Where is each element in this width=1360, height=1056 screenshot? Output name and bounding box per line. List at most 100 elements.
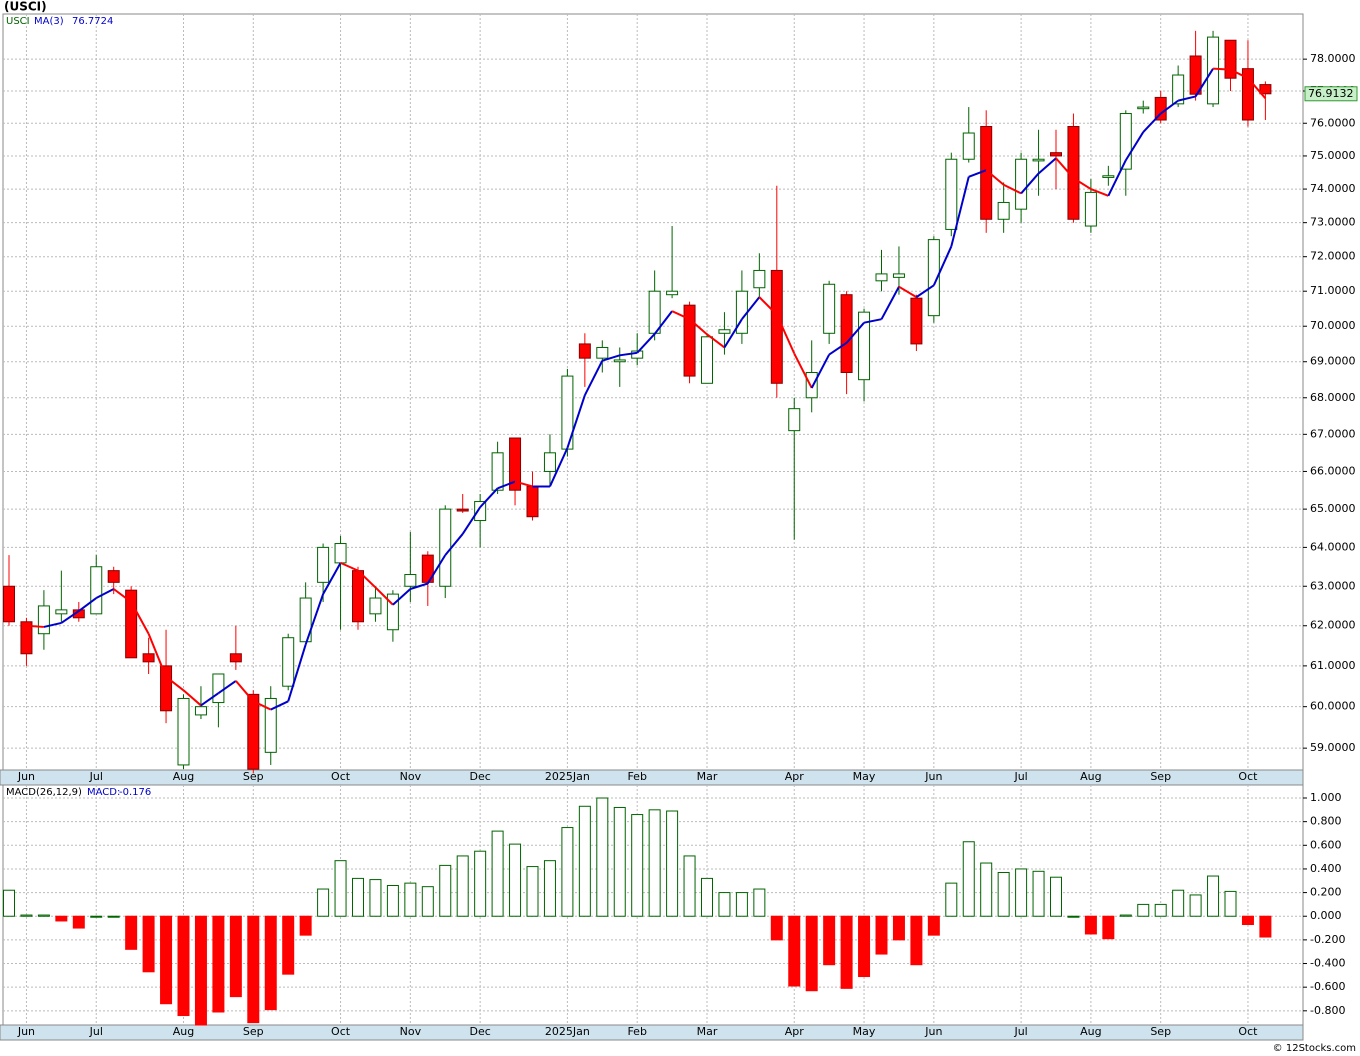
x-tick-label: 2025Jan bbox=[545, 770, 590, 783]
macd-bar bbox=[160, 915, 173, 1005]
ma-line bbox=[950, 176, 970, 247]
y-tick-label: 62.0000 bbox=[1310, 619, 1356, 632]
macd-bar bbox=[526, 866, 539, 917]
x-tick-label: Aug bbox=[173, 1025, 194, 1038]
ma-line bbox=[200, 692, 219, 707]
candle-body bbox=[858, 311, 871, 381]
candle-body bbox=[683, 304, 696, 377]
y-tick-label: 63.0000 bbox=[1310, 579, 1356, 592]
ma-line bbox=[1020, 172, 1040, 195]
candle-body bbox=[317, 546, 330, 583]
y-tick-label: 74.0000 bbox=[1310, 182, 1356, 195]
macd-bar bbox=[509, 843, 522, 917]
x-tick-label: Aug bbox=[173, 770, 194, 783]
ma-line bbox=[340, 561, 359, 572]
ma-line bbox=[1194, 68, 1214, 97]
ma-line bbox=[566, 394, 586, 449]
ma-line bbox=[95, 588, 115, 599]
ma-line bbox=[497, 480, 516, 490]
macd-bar bbox=[1154, 903, 1167, 917]
candle-body bbox=[37, 605, 50, 635]
ma-line bbox=[1160, 99, 1179, 115]
x-tick-label: Mar bbox=[697, 1025, 718, 1038]
candle-body bbox=[20, 621, 33, 655]
price-panel bbox=[2, 13, 1304, 771]
macd-legend: MACD: bbox=[87, 787, 120, 798]
x-tick-label: 2025Jan bbox=[545, 1025, 590, 1038]
ma-line bbox=[461, 506, 481, 535]
macd-bar bbox=[247, 915, 260, 1024]
candle-body bbox=[578, 343, 591, 359]
x-tick-label: Mar bbox=[697, 770, 718, 783]
ma-line bbox=[287, 644, 307, 702]
ma-line bbox=[793, 353, 813, 389]
macd-bar bbox=[997, 871, 1010, 917]
ma-line bbox=[549, 447, 569, 487]
macd-bar bbox=[125, 915, 138, 950]
macd-bar bbox=[1259, 915, 1272, 938]
ma-line bbox=[1090, 188, 1109, 197]
macd-bar bbox=[20, 914, 33, 917]
y-tick-label: -0.800 bbox=[1310, 1004, 1345, 1017]
x-tick-label: Feb bbox=[627, 770, 646, 783]
candle-body bbox=[247, 693, 260, 770]
macd-bar bbox=[1119, 914, 1132, 917]
macd-bar bbox=[386, 884, 399, 917]
date-axis-band bbox=[0, 769, 1304, 786]
ma-line bbox=[583, 360, 604, 396]
macd-bar bbox=[177, 915, 190, 1017]
x-tick-label: May bbox=[853, 1025, 876, 1038]
x-tick-label: Jun bbox=[924, 1025, 942, 1038]
y-tick-label: 0.600 bbox=[1310, 838, 1342, 851]
macd-bar bbox=[927, 915, 940, 936]
ma-line bbox=[1230, 68, 1249, 80]
x-tick-label: Sep bbox=[243, 1025, 264, 1038]
ma-line bbox=[688, 318, 708, 336]
macd-value: -0.176 bbox=[119, 787, 151, 798]
macd-bar bbox=[788, 915, 801, 987]
x-tick-label: Jun bbox=[924, 770, 942, 783]
macd-bar bbox=[491, 830, 504, 917]
ma-line bbox=[671, 310, 690, 321]
x-tick-label: Aug bbox=[1080, 1025, 1101, 1038]
y-tick-label: 65.0000 bbox=[1310, 502, 1356, 515]
y-tick-label: -0.600 bbox=[1310, 980, 1345, 993]
y-tick-label: 0.000 bbox=[1310, 909, 1342, 922]
candle-body bbox=[770, 269, 783, 384]
x-tick-label: Apr bbox=[785, 770, 805, 783]
candle-body bbox=[194, 706, 207, 716]
ma-line bbox=[898, 285, 917, 298]
candle-body bbox=[805, 371, 818, 399]
ma-legend: MA(3) bbox=[34, 16, 64, 27]
macd-bar bbox=[456, 855, 469, 917]
ma-line bbox=[182, 689, 202, 707]
candle-body bbox=[90, 566, 103, 615]
macd-bar bbox=[1084, 915, 1097, 935]
macd-bar bbox=[37, 914, 50, 917]
ma-line bbox=[1072, 177, 1092, 190]
y-tick-label: 69.0000 bbox=[1310, 355, 1356, 368]
candle-body bbox=[666, 290, 679, 296]
candle-body bbox=[1084, 191, 1097, 227]
macd-bar bbox=[543, 860, 556, 917]
candle-body bbox=[107, 570, 120, 583]
macd-bar bbox=[631, 814, 644, 917]
macd-bar bbox=[369, 879, 382, 917]
ma-line bbox=[1247, 77, 1267, 99]
y-tick-label: 66.0000 bbox=[1310, 464, 1356, 477]
x-tick-label: Jul bbox=[89, 1025, 103, 1038]
ma-line bbox=[915, 284, 935, 298]
x-tick-label: Jun bbox=[17, 770, 35, 783]
candle-body bbox=[910, 297, 923, 345]
macd-bar bbox=[1015, 868, 1028, 917]
y-tick-label: 60.0000 bbox=[1310, 700, 1356, 713]
x-tick-label: Aug bbox=[1080, 770, 1101, 783]
macd-bar bbox=[980, 862, 993, 917]
candle-body bbox=[264, 697, 277, 753]
candle-body bbox=[404, 574, 417, 587]
macd-bar bbox=[229, 915, 242, 998]
ma-line bbox=[775, 314, 796, 354]
x-tick-label: Jul bbox=[89, 770, 103, 783]
